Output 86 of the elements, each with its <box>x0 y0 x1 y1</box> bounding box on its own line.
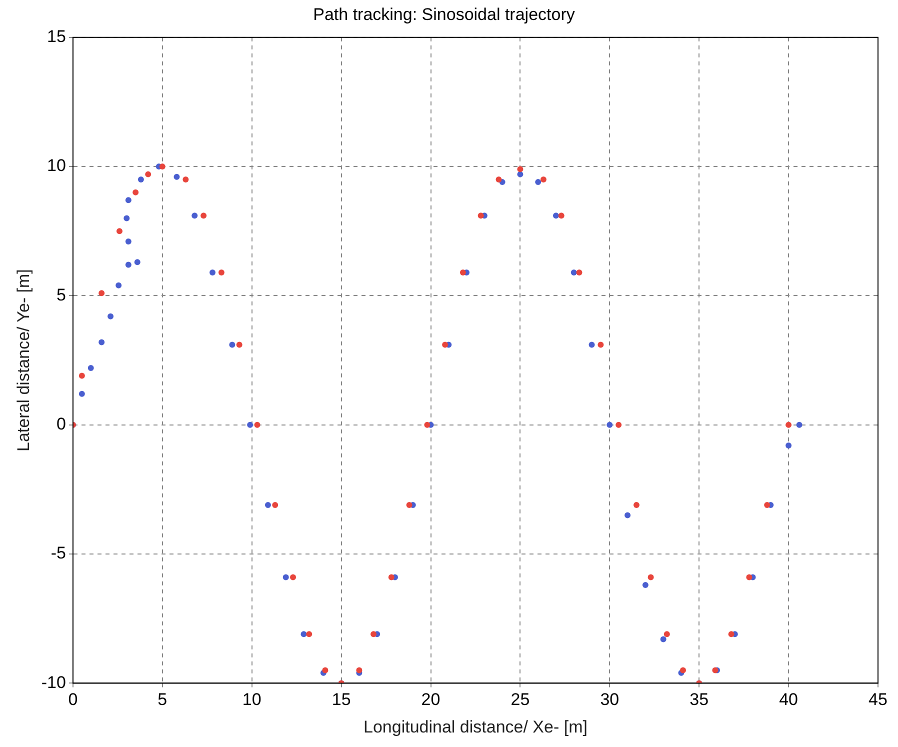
point <box>648 574 654 580</box>
point <box>424 422 430 428</box>
point <box>633 502 640 508</box>
point <box>124 215 130 222</box>
y-tick-label: -10 <box>41 672 66 692</box>
x-tick-label: 45 <box>868 690 888 710</box>
point <box>517 171 524 178</box>
point <box>159 164 166 170</box>
point <box>728 631 734 638</box>
point <box>125 262 132 268</box>
point <box>138 176 144 182</box>
point <box>264 502 271 508</box>
point <box>322 667 328 674</box>
point <box>200 212 207 219</box>
x-tick-label: 10 <box>242 690 262 710</box>
point <box>78 390 85 397</box>
point <box>132 189 139 196</box>
x-tick-label: 40 <box>779 690 798 710</box>
point <box>370 631 377 638</box>
point <box>98 339 105 346</box>
point <box>218 269 224 276</box>
point <box>236 342 242 348</box>
point <box>182 176 189 182</box>
x-tick-label: 35 <box>690 690 709 710</box>
point <box>606 422 613 428</box>
y-axis-title: Lateral distance/ Ye- [m] <box>14 269 33 452</box>
point <box>796 422 802 428</box>
point <box>174 174 180 180</box>
x-tick-label: 20 <box>421 690 440 710</box>
point <box>576 269 582 276</box>
point <box>588 342 595 348</box>
x-axis-title: Longitudinal distance/ Xe- [m] <box>364 717 588 736</box>
point <box>442 342 448 348</box>
point <box>540 176 546 182</box>
y-tick-label: 15 <box>47 27 66 46</box>
point <box>282 574 289 580</box>
point <box>460 269 466 276</box>
y-tick-label: 10 <box>47 156 66 176</box>
point <box>786 442 792 449</box>
point <box>145 171 152 178</box>
point <box>290 574 296 580</box>
point <box>496 176 502 182</box>
point <box>558 212 564 219</box>
point <box>746 574 752 580</box>
point <box>247 422 254 428</box>
point <box>598 342 604 348</box>
point <box>764 502 770 508</box>
point <box>254 422 260 428</box>
y-tick-label: 0 <box>56 414 66 434</box>
point <box>786 422 792 428</box>
point <box>517 166 524 172</box>
point <box>552 212 559 219</box>
point <box>406 502 412 508</box>
point <box>616 422 622 428</box>
point <box>680 667 686 674</box>
point <box>98 290 105 296</box>
point <box>125 238 132 244</box>
point <box>125 197 132 204</box>
point <box>478 212 484 219</box>
point <box>108 313 114 320</box>
point <box>192 212 198 219</box>
point <box>116 282 122 288</box>
x-tick-label: 30 <box>600 690 620 710</box>
chart-title: Path tracking: Sinosoidal trajectory <box>313 4 576 24</box>
x-tick-label: 15 <box>332 690 351 710</box>
point <box>210 269 216 276</box>
point <box>88 365 94 372</box>
point <box>535 179 542 186</box>
point <box>570 269 577 276</box>
point <box>116 228 122 234</box>
point <box>300 631 307 638</box>
point <box>664 631 670 638</box>
point <box>134 259 140 266</box>
x-tick-label: 5 <box>158 690 168 710</box>
point <box>642 582 648 588</box>
point <box>78 372 85 379</box>
x-tick-label: 25 <box>510 690 530 710</box>
point <box>306 631 312 638</box>
point <box>660 636 666 642</box>
point <box>624 512 631 518</box>
point <box>272 502 278 508</box>
y-tick-label: -5 <box>50 544 66 563</box>
point <box>388 574 394 580</box>
y-tick-label: 5 <box>56 285 66 304</box>
point <box>356 667 362 674</box>
point <box>229 342 236 348</box>
